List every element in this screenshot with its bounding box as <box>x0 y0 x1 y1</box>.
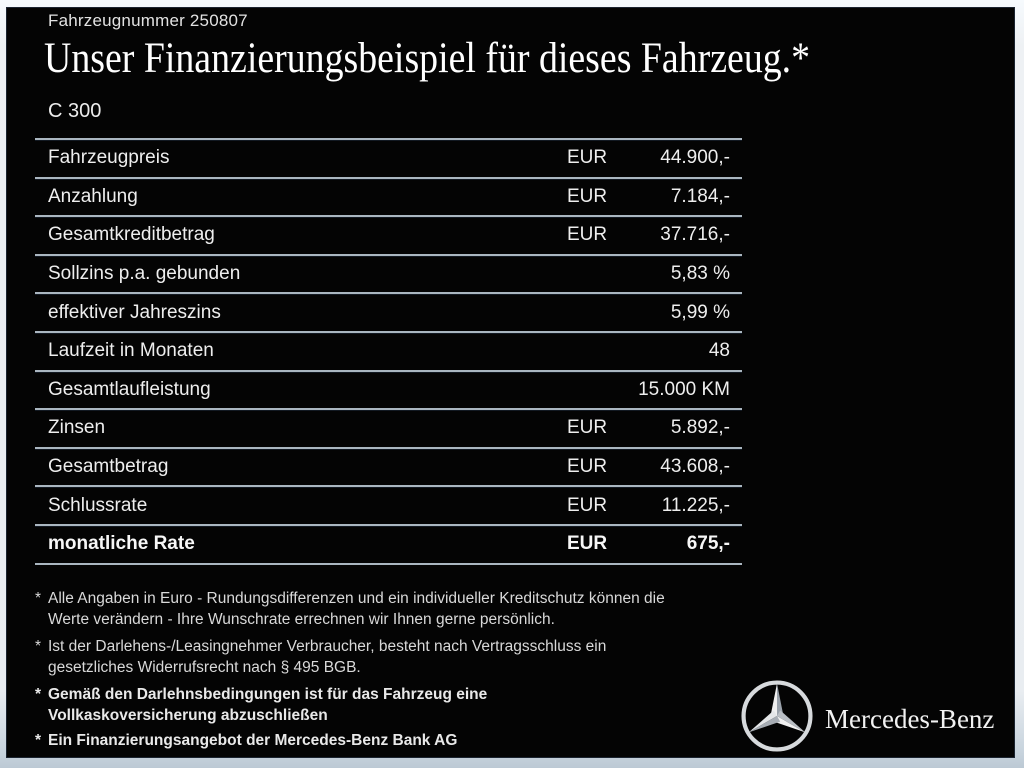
row-label: effektiver Jahreszins <box>48 301 221 323</box>
footnote-item: * Alle Angaben in Euro - Rundungsdiffere… <box>35 588 750 630</box>
row-currency: EUR <box>567 147 608 169</box>
brand-wordmark: Mercedes-Benz <box>825 704 995 734</box>
footnote-marker: * <box>35 638 42 655</box>
page-title: Unser Finanzierungsbeispiel für dieses F… <box>44 35 811 82</box>
row-value: 5,99 % <box>670 301 730 323</box>
row-label: Sollzins p.a. gebunden <box>48 263 241 285</box>
footnotes: * Alle Angaben in Euro - Rundungsdiffere… <box>35 588 750 755</box>
footnote-text: Alle Angaben in Euro - Rundungsdifferenz… <box>48 590 665 628</box>
row-currency: EUR <box>567 494 608 516</box>
footnote-marker: * <box>35 686 42 703</box>
table-row: Gesamtkreditbetrag EUR 37.716,- <box>35 215 742 254</box>
model-name: C 300 <box>48 100 102 122</box>
table-row: Gesamtbetrag EUR 43.608,- <box>35 446 742 486</box>
footnote-marker: * <box>35 732 42 749</box>
row-label: Fahrzeugpreis <box>48 147 170 169</box>
row-label: Zinsen <box>48 417 106 439</box>
row-label: monatliche Rate <box>48 533 195 555</box>
mercedes-star-icon <box>741 680 813 752</box>
row-value: 43.608,- <box>660 456 730 478</box>
table-row: Laufzeit in Monaten 48 <box>35 330 742 370</box>
footnote-marker: * <box>35 590 42 607</box>
row-currency: EUR <box>567 417 608 439</box>
table-row: Zinsen EUR 5.892,- <box>35 408 742 447</box>
row-value: 7.184,- <box>670 185 730 207</box>
row-value: 675,- <box>686 533 730 555</box>
table-row: Schlussrate EUR 11.225,- <box>35 485 742 524</box>
row-label: Gesamtlaufleistung <box>48 378 211 400</box>
row-value: 44.900,- <box>660 147 730 169</box>
table-row: Anzahlung EUR 7.184,- <box>35 176 742 216</box>
table-row: effektiver Jahreszins 5,99 % <box>35 292 742 331</box>
row-value: 11.225,- <box>661 494 730 516</box>
row-label: Anzahlung <box>48 185 138 207</box>
table-row-monthly-rate: monatliche Rate EUR 675,- <box>35 523 742 565</box>
row-value: 37.716,- <box>660 224 730 246</box>
footnote-item: * Ein Finanzierungsangebot der Mercedes-… <box>35 730 750 751</box>
row-currency: EUR <box>567 456 608 478</box>
footnote-text: Ein Finanzierungsangebot der Mercedes-Be… <box>48 732 458 749</box>
vehicle-number: Fahrzeugnummer 250807 <box>48 11 248 30</box>
footnote-text: Ist der Darlehens-/Leasingnehmer Verbrau… <box>48 638 607 676</box>
footnote-item: * Gemäß den Darlehnsbedingungen ist für … <box>35 684 750 726</box>
row-currency: EUR <box>567 185 608 207</box>
finance-panel: Fahrzeugnummer 250807 Unser Finanzierung… <box>7 8 1014 757</box>
row-label: Gesamtkreditbetrag <box>48 224 215 246</box>
row-value: 15.000 KM <box>638 378 730 400</box>
row-currency: EUR <box>567 533 608 555</box>
brand-area: Mercedes-Benz <box>739 676 1009 758</box>
row-value: 5,83 % <box>670 263 730 285</box>
footnote-item: * Ist der Darlehens-/Leasingnehmer Verbr… <box>35 636 750 678</box>
table-row: Gesamtlaufleistung 15.000 KM <box>35 369 742 409</box>
row-label: Gesamtbetrag <box>48 456 169 478</box>
row-value: 5.892,- <box>670 417 730 439</box>
row-label: Schlussrate <box>48 494 148 516</box>
footnote-text: Gemäß den Darlehnsbedingungen ist für da… <box>48 686 488 724</box>
table-row: Sollzins p.a. gebunden 5,83 % <box>35 253 742 293</box>
row-label: Laufzeit in Monaten <box>48 340 214 362</box>
table-row: Fahrzeugpreis EUR 44.900,- <box>35 138 742 177</box>
finance-table: Fahrzeugpreis EUR 44.900,- Anzahlung EUR… <box>35 138 742 565</box>
row-currency: EUR <box>567 224 608 246</box>
row-value: 48 <box>708 340 730 362</box>
